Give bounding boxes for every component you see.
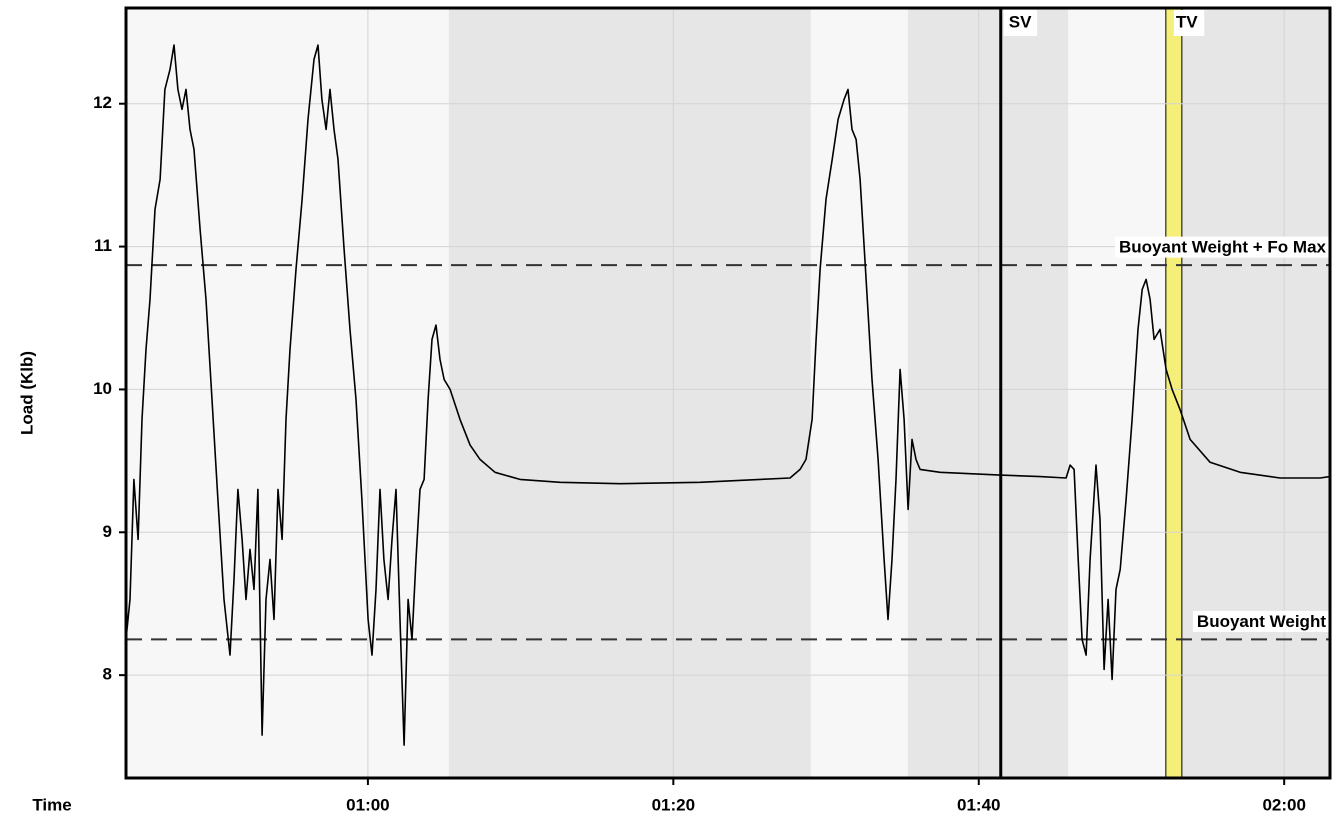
- reference-label-bg: [1192, 610, 1331, 632]
- y-axis-label: Load (Klb): [17, 351, 36, 435]
- y-tick-label: 8: [103, 665, 112, 684]
- shaded-region: [1181, 8, 1330, 778]
- shaded-region: [907, 8, 1069, 778]
- marker-label: SV: [1009, 12, 1032, 31]
- y-tick-label: 10: [93, 379, 112, 398]
- band-label-bg: [1173, 10, 1205, 36]
- band-label: TV: [1176, 12, 1198, 31]
- reference-label-bg: [1114, 236, 1331, 258]
- y-tick-label: 12: [93, 93, 112, 112]
- shaded-region: [448, 8, 811, 778]
- marker-label-bg: [1003, 10, 1038, 36]
- x-tick-label: 01:00: [346, 795, 389, 814]
- y-tick-label: 11: [94, 236, 112, 255]
- plot-frame: [124, 6, 1332, 780]
- y-tick-label: 9: [103, 522, 112, 541]
- x-tick-label: 02:00: [1262, 795, 1305, 814]
- x-axis-label: Time: [32, 795, 71, 814]
- reference-label: Buoyant Weight: [1197, 612, 1326, 631]
- x-tick-label: 01:40: [957, 795, 1000, 814]
- x-tick-label: 01:20: [652, 795, 695, 814]
- data-line: [125, 44, 1331, 746]
- reference-label: Buoyant Weight + Fo Max: [1119, 238, 1327, 257]
